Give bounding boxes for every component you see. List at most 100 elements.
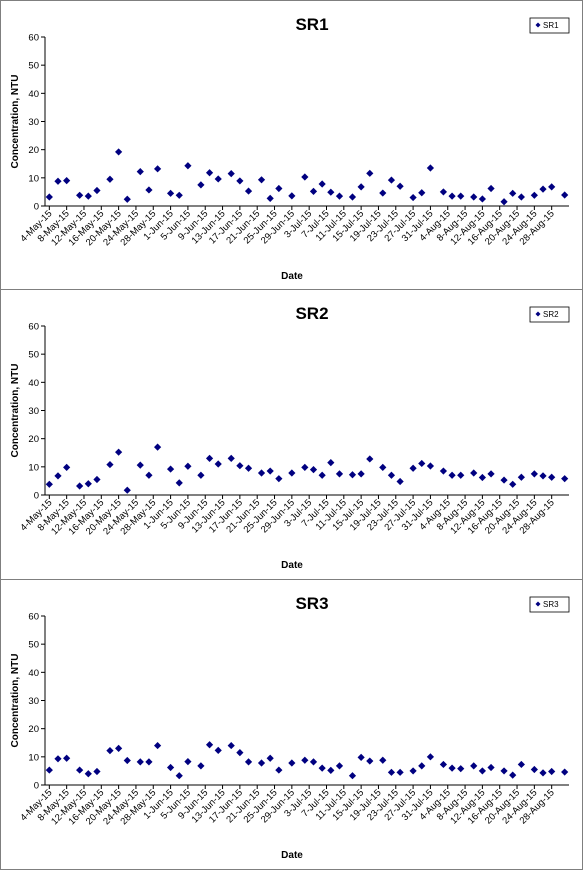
chart-sr2: SR201020304050604-May-158-May-1512-May-1… <box>10 304 570 571</box>
data-point <box>227 454 235 462</box>
data-point <box>54 755 62 763</box>
data-point <box>457 471 465 479</box>
data-point <box>106 175 114 183</box>
data-point <box>418 459 426 468</box>
y-tick-label: 0 <box>34 491 39 502</box>
y-axis-label: Concentration, NTU <box>10 654 21 748</box>
y-tick-label: 0 <box>34 781 39 792</box>
data-point <box>266 754 274 762</box>
data-point <box>275 766 283 774</box>
data-point <box>318 764 326 772</box>
data-point <box>470 193 478 201</box>
data-point <box>366 757 374 765</box>
data-point <box>197 181 205 189</box>
data-point <box>500 198 508 206</box>
data-point <box>197 471 205 479</box>
data-point <box>54 472 62 480</box>
data-point <box>309 466 318 474</box>
data-point <box>448 764 456 772</box>
data-point <box>439 760 448 769</box>
data-point <box>301 463 309 471</box>
data-point <box>357 470 365 478</box>
data-point <box>548 473 556 481</box>
y-tick-label: 40 <box>28 378 39 389</box>
data-point <box>76 191 84 199</box>
data-point <box>487 470 495 478</box>
data-point <box>288 759 296 767</box>
data-point <box>153 165 162 173</box>
data-point <box>561 768 569 776</box>
data-point <box>379 756 387 764</box>
legend-marker <box>535 22 541 28</box>
data-point <box>517 760 525 769</box>
data-point <box>387 176 396 184</box>
data-point <box>166 465 175 473</box>
data-point <box>136 168 144 176</box>
y-tick-label: 60 <box>28 33 39 44</box>
data-point <box>301 173 309 181</box>
data-point <box>418 189 426 197</box>
data-point <box>318 471 326 479</box>
data-point <box>266 194 274 202</box>
data-point <box>266 467 274 475</box>
y-tick-label: 10 <box>28 173 39 184</box>
data-point <box>426 164 435 172</box>
legend-marker <box>535 601 541 607</box>
data-point <box>93 767 101 776</box>
y-axis-label: Concentration, NTU <box>10 75 21 169</box>
legend-box <box>529 17 570 34</box>
data-point <box>205 454 214 462</box>
data-point <box>123 756 131 765</box>
data-point <box>166 189 175 197</box>
x-axis-label: Date <box>281 271 303 282</box>
data-point <box>500 767 508 775</box>
data-point <box>214 175 222 183</box>
data-point <box>214 746 222 754</box>
data-point <box>426 462 435 470</box>
data-point <box>244 758 253 766</box>
data-point <box>487 184 495 193</box>
data-point <box>348 471 357 479</box>
data-point <box>318 180 326 188</box>
data-point <box>309 187 318 195</box>
data-point <box>348 772 357 780</box>
data-point <box>288 192 296 200</box>
data-point <box>76 766 84 774</box>
data-point <box>530 191 538 199</box>
data-point <box>379 189 387 197</box>
data-point <box>123 195 131 203</box>
data-point <box>548 183 556 191</box>
data-point <box>84 770 92 778</box>
y-tick-label: 50 <box>28 640 39 651</box>
legend-box <box>529 596 570 613</box>
y-tick-label: 20 <box>28 724 39 735</box>
data-point <box>335 192 344 200</box>
data-point <box>227 170 235 178</box>
data-point <box>396 182 404 190</box>
data-point <box>561 191 569 199</box>
data-point <box>45 766 53 774</box>
y-tick-label: 30 <box>28 406 39 417</box>
data-point <box>327 459 335 467</box>
chart-panel-sr2: SR2 0 10 20 30 40 50 60 4-May-15 8-May-15 12-May-1… <box>0 289 583 580</box>
chart-sr3: SR301020304050604-May-158-May-1512-May-1… <box>10 594 570 861</box>
data-point <box>357 183 365 191</box>
chart-title: SR2 <box>295 304 328 323</box>
data-point <box>136 461 144 469</box>
data-point <box>335 470 344 478</box>
data-point <box>244 464 253 472</box>
data-point <box>145 758 153 766</box>
data-point <box>509 480 517 488</box>
data-point <box>396 768 404 776</box>
y-axis-label: Concentration, NTU <box>10 364 21 458</box>
chart-title: SR3 <box>295 594 328 613</box>
y-tick-label: 10 <box>28 462 39 473</box>
y-tick-label: 50 <box>28 350 39 361</box>
data-point <box>448 192 456 200</box>
chart-panel-sr3: SR3 0 10 20 30 40 50 60 4-May-15 8-May-15 12-May-1… <box>0 579 583 870</box>
data-point <box>530 765 538 774</box>
data-point <box>115 148 123 156</box>
data-point <box>153 741 162 750</box>
data-point <box>288 469 296 477</box>
data-point <box>327 188 335 196</box>
